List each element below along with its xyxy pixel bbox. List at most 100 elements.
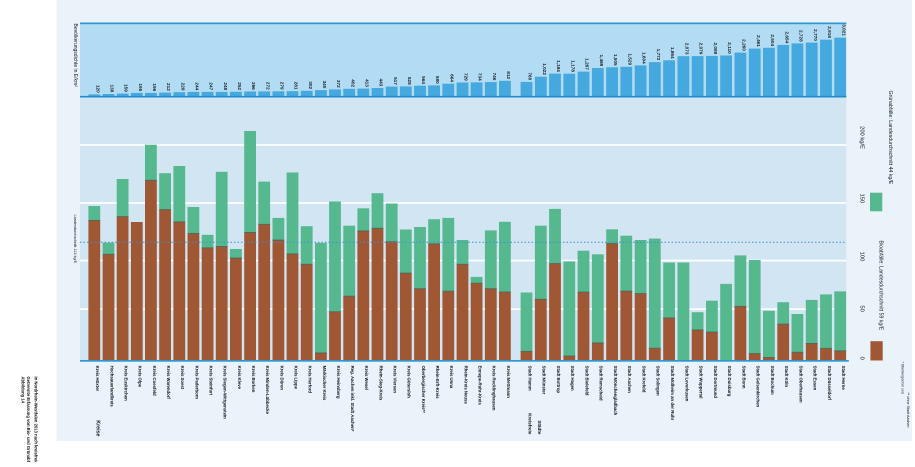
svg-text:1,022: 1,022 bbox=[542, 63, 547, 75]
svg-text:1,505: 1,505 bbox=[613, 54, 618, 66]
svg-text:Kreisfreie: Kreisfreie bbox=[527, 413, 532, 435]
svg-text:Kreis Viersen: Kreis Viersen bbox=[393, 366, 398, 394]
svg-text:* Oberbergischer und: * Oberbergischer und bbox=[900, 362, 904, 394]
svg-text:Rhein-Erft-Kreis: Rhein-Erft-Kreis bbox=[435, 366, 440, 400]
svg-text:2,079: 2,079 bbox=[699, 43, 704, 55]
svg-text:247: 247 bbox=[209, 82, 214, 90]
svg-text:Stadt Bielefeld: Stadt Bielefeld bbox=[584, 366, 589, 396]
svg-text:279: 279 bbox=[280, 82, 285, 90]
svg-text:244: 244 bbox=[195, 82, 200, 90]
svg-text:Stadt Hagen: Stadt Hagen bbox=[570, 366, 575, 391]
svg-text:Kreis Soest: Kreis Soest bbox=[180, 366, 185, 390]
svg-text:** ohne Stadt Aachen: ** ohne Stadt Aachen bbox=[906, 393, 910, 428]
svg-text:812: 812 bbox=[506, 71, 511, 79]
svg-text:2,088: 2,088 bbox=[713, 42, 718, 54]
svg-text:2,461: 2,461 bbox=[756, 35, 761, 47]
svg-text:2,770: 2,770 bbox=[813, 29, 818, 41]
svg-text:Kreis Euskirchen: Kreis Euskirchen bbox=[124, 366, 129, 401]
svg-text:1,287: 1,287 bbox=[585, 58, 590, 70]
svg-text:0: 0 bbox=[858, 357, 864, 360]
svg-text:200 kg/E: 200 kg/E bbox=[858, 126, 864, 149]
svg-text:Kreis Paderborn: Kreis Paderborn bbox=[194, 366, 199, 400]
svg-text:195: 195 bbox=[138, 83, 143, 91]
svg-text:402: 402 bbox=[350, 79, 355, 87]
svg-text:Kreis Kleve: Kreis Kleve bbox=[237, 366, 242, 390]
svg-text:340: 340 bbox=[322, 81, 327, 89]
svg-text:Stadt Duisburg: Stadt Duisburg bbox=[727, 366, 732, 397]
svg-text:Kreis Lippe: Kreis Lippe bbox=[293, 366, 298, 390]
svg-text:Stadt Köln: Stadt Köln bbox=[784, 366, 789, 388]
svg-text:1,864: 1,864 bbox=[670, 47, 675, 59]
svg-text:564: 564 bbox=[421, 76, 426, 84]
svg-text:Kreis Düren: Kreis Düren bbox=[279, 366, 284, 391]
svg-text:Städte: Städte bbox=[537, 420, 542, 434]
svg-text:2,728: 2,728 bbox=[799, 30, 804, 42]
svg-text:Getrennte Erfassung von Bio- u: Getrennte Erfassung von Bio- und Grünabf… bbox=[26, 377, 31, 463]
svg-text:Oberbergischer Kreis**: Oberbergischer Kreis** bbox=[421, 366, 426, 414]
svg-text:Kreise: Kreise bbox=[95, 420, 101, 436]
svg-text:196: 196 bbox=[152, 83, 157, 91]
svg-text:Rhein-Sieg-Kreis: Rhein-Sieg-Kreis bbox=[378, 366, 383, 401]
svg-text:150: 150 bbox=[858, 194, 864, 204]
svg-text:746: 746 bbox=[492, 73, 497, 81]
svg-text:Kreis Mettmann: Kreis Mettmann bbox=[506, 366, 511, 399]
svg-text:2,918: 2,918 bbox=[827, 26, 832, 38]
svg-text:Kreis Olpe: Kreis Olpe bbox=[138, 366, 143, 388]
svg-text:372: 372 bbox=[336, 80, 341, 88]
svg-text:Landesdurchschnitt 113 kg/E: Landesdurchschnitt 113 kg/E bbox=[73, 215, 77, 264]
svg-text:Kreis Heinsberg: Kreis Heinsberg bbox=[336, 366, 341, 399]
svg-text:Bioabfälle: Landesdurchschnitt: Bioabfälle: Landesdurchschnitt 59 kg/E bbox=[878, 241, 884, 331]
svg-text:Kreis Herford: Kreis Herford bbox=[308, 366, 313, 394]
svg-text:Hochsauerlandkreis: Hochsauerlandkreis bbox=[109, 366, 114, 408]
svg-text:Stadt Leverkusen: Stadt Leverkusen bbox=[684, 366, 689, 402]
svg-text:Kreis Borken: Kreis Borken bbox=[251, 366, 256, 393]
svg-text:Stadt Remscheid: Stadt Remscheid bbox=[599, 366, 604, 401]
svg-text:Kreis Gütersloh: Kreis Gütersloh bbox=[407, 366, 412, 399]
svg-text:Stadt Dortmund: Stadt Dortmund bbox=[713, 366, 718, 399]
svg-text:100: 100 bbox=[858, 252, 864, 262]
svg-text:120: 120 bbox=[95, 85, 100, 93]
svg-text:Stadt Essen: Stadt Essen bbox=[813, 366, 818, 391]
svg-text:272: 272 bbox=[265, 82, 270, 90]
svg-text:Bevölkerungsdichte in E/km²: Bevölkerungsdichte in E/km² bbox=[72, 24, 78, 88]
svg-text:2,073: 2,073 bbox=[685, 43, 690, 55]
svg-text:in Nordrhein-Westfalen 2013 na: in Nordrhein-Westfalen 2013 nach kreisfr… bbox=[34, 377, 39, 463]
svg-text:Stadt Herne: Stadt Herne bbox=[841, 366, 846, 391]
svg-text:Stadt Bottrop: Stadt Bottrop bbox=[556, 366, 561, 394]
svg-text:413: 413 bbox=[364, 79, 369, 87]
svg-text:Stadt Wuppertal: Stadt Wuppertal bbox=[699, 366, 704, 399]
svg-text:Kreis Minden-Lübbecke: Kreis Minden-Lübbecke bbox=[265, 366, 270, 415]
svg-text:3,021: 3,021 bbox=[841, 24, 846, 36]
svg-text:760: 760 bbox=[528, 72, 533, 80]
svg-text:Kreis Wesel: Kreis Wesel bbox=[364, 366, 369, 390]
svg-text:281: 281 bbox=[294, 82, 299, 90]
svg-text:Kreis Warendorf: Kreis Warendorf bbox=[166, 366, 171, 400]
svg-text:Märkischer Kreis: Märkischer Kreis bbox=[322, 366, 327, 401]
svg-text:Kreis Coesfeld: Kreis Coesfeld bbox=[152, 366, 157, 396]
svg-text:Kreis Steinfurt: Kreis Steinfurt bbox=[209, 366, 214, 396]
svg-text:Kreis Höxter: Kreis Höxter bbox=[95, 366, 100, 392]
svg-text:138: 138 bbox=[110, 84, 115, 92]
svg-text:Stadt Aachen: Stadt Aachen bbox=[627, 366, 632, 394]
svg-text:212: 212 bbox=[166, 83, 171, 91]
svg-text:302: 302 bbox=[308, 81, 313, 89]
svg-text:1,184: 1,184 bbox=[556, 60, 561, 72]
svg-text:580: 580 bbox=[435, 76, 440, 84]
svg-text:50: 50 bbox=[858, 305, 864, 311]
svg-text:Stadt Bonn: Stadt Bonn bbox=[741, 366, 746, 389]
svg-text:729: 729 bbox=[464, 73, 469, 81]
svg-text:159: 159 bbox=[124, 84, 129, 92]
svg-text:528: 528 bbox=[407, 77, 412, 85]
svg-text:664: 664 bbox=[449, 74, 454, 82]
svg-text:Stadt Oberhausen: Stadt Oberhausen bbox=[798, 366, 803, 403]
svg-text:252: 252 bbox=[237, 82, 242, 90]
svg-text:Stadt Mönchengladbach: Stadt Mönchengladbach bbox=[613, 366, 618, 416]
svg-text:Stadt Hamm: Stadt Hamm bbox=[527, 366, 532, 391]
svg-text:Abbildung 14: Abbildung 14 bbox=[20, 377, 25, 404]
svg-text:1,772: 1,772 bbox=[656, 49, 661, 61]
svg-text:Stadt Münster: Stadt Münster bbox=[542, 366, 547, 395]
svg-text:Kreis Unna: Kreis Unna bbox=[449, 366, 454, 389]
svg-text:228: 228 bbox=[180, 83, 185, 91]
svg-text:Stadt Düsseldorf: Stadt Düsseldorf bbox=[827, 366, 832, 401]
svg-text:248: 248 bbox=[223, 82, 228, 90]
